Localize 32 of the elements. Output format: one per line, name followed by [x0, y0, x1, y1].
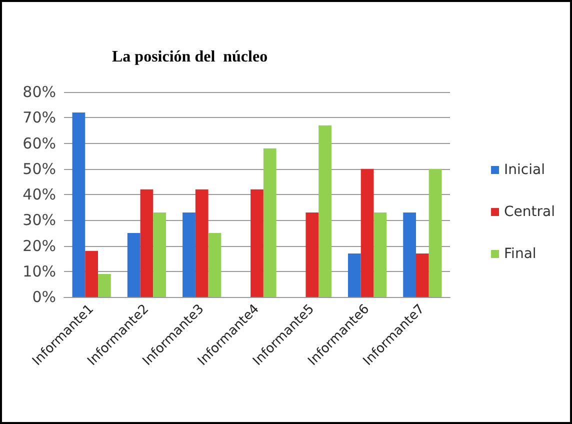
- bar: [318, 125, 332, 297]
- bar: [348, 253, 361, 297]
- legend-label: Final: [504, 246, 536, 262]
- y-tick-label: 10%: [22, 262, 56, 280]
- bar: [416, 253, 429, 297]
- bar: [428, 168, 442, 297]
- bar: [306, 212, 319, 297]
- bar: [85, 250, 98, 297]
- bar: [374, 212, 387, 297]
- legend-label: Inicial: [504, 162, 545, 178]
- y-tick-label: 40%: [22, 186, 56, 204]
- y-tick-label: 30%: [22, 211, 56, 230]
- y-tick-label: 60%: [22, 134, 56, 152]
- legend-label: Central: [504, 204, 556, 220]
- y-tick-label: 80%: [22, 83, 56, 101]
- bar: [263, 148, 276, 297]
- bar: [153, 212, 166, 297]
- bar: [182, 212, 196, 297]
- bar: [250, 189, 264, 297]
- y-tick-label: 20%: [22, 236, 56, 255]
- bar: [140, 189, 154, 297]
- chart-title: La posición del núcleo: [112, 48, 268, 66]
- bar: [208, 232, 222, 297]
- y-tick-label: 70%: [22, 108, 56, 127]
- bar: [72, 112, 86, 297]
- y-tick-label: 0%: [32, 288, 56, 306]
- y-tick-label: 50%: [22, 160, 56, 178]
- bar: [360, 168, 374, 297]
- bar: [98, 274, 111, 297]
- bar: [127, 232, 140, 297]
- bar: [403, 212, 416, 297]
- bar: [195, 189, 208, 297]
